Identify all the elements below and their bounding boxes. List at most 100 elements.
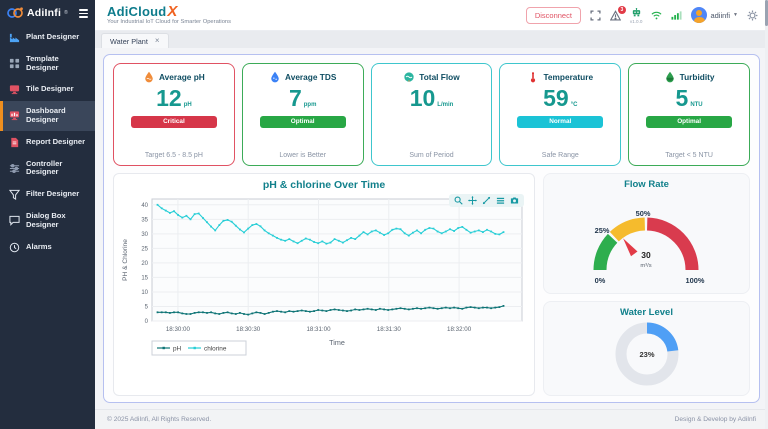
sidebar-item-report-designer[interactable]: Report Designer (0, 131, 95, 154)
line-chart-card: pH & chlorine Over Time 0 5 10 15 20 25 30 35 40… (113, 173, 535, 396)
sidebar-nav: Plant Designer Template Designer Tile Desi… (0, 26, 95, 259)
gauge-title: Flow Rate (624, 179, 669, 190)
username-label: adiinfi (710, 10, 731, 20)
kpi-title: Total Flow (419, 72, 460, 82)
svg-text:20: 20 (141, 261, 148, 267)
wifi-icon[interactable] (651, 10, 662, 21)
signal-strength-icon[interactable] (671, 10, 682, 21)
kpi-unit: L/min (437, 101, 454, 108)
fullscreen-icon[interactable] (590, 9, 601, 21)
charts-row: pH & chlorine Over Time 0 5 10 15 20 25 30 35 40… (113, 173, 750, 396)
svg-text:10: 10 (141, 290, 148, 296)
svg-text:5: 5 (145, 304, 149, 310)
kpi-footer: Lower is Better (279, 152, 327, 159)
kpi-card-turbidity: Turbidity 5 NTU Optimal Target < 5 NTU (628, 63, 750, 166)
sidebar-item-label: Dialog Box Designer (26, 211, 66, 229)
reset-axes-icon[interactable] (496, 196, 505, 205)
line-chart[interactable]: 0 5 10 15 20 25 30 35 40 18:30:00 18:30:30 18:31:00… (118, 191, 530, 372)
water-level-title: Water Level (620, 307, 673, 318)
kpi-title: Average pH (158, 72, 205, 82)
tds-drop-icon (269, 71, 281, 83)
sidebar-item-label: Report Designer (26, 136, 86, 146)
sidebar-item-tile-designer[interactable]: Tile Designer (0, 78, 95, 101)
svg-text:23%: 23% (639, 350, 654, 359)
svg-text:pH: pH (173, 345, 182, 352)
svg-text:PH & Chlorine: PH & Chlorine (122, 239, 129, 281)
svg-text:18:30:30: 18:30:30 (236, 326, 261, 333)
avatar (691, 7, 708, 23)
user-menu[interactable]: adiinfi ▼ (691, 7, 738, 23)
svg-text:40: 40 (141, 203, 148, 209)
sidebar-item-filter-designer[interactable]: Filter Designer (0, 183, 95, 206)
chart-title: pH & chlorine Over Time (262, 179, 386, 191)
svg-text:30: 30 (641, 250, 651, 260)
status-badge: Optimal (646, 115, 732, 128)
camera-icon[interactable] (510, 196, 519, 205)
svg-text:Time: Time (329, 338, 345, 347)
device-status-icon[interactable]: v1.0.0 (630, 7, 642, 24)
svg-text:50%: 50% (635, 209, 650, 218)
kpi-footer: Sum of Period (409, 152, 454, 159)
turbidity-drop-icon (664, 71, 676, 83)
controller-icon (9, 163, 20, 174)
kpi-title: Turbidity (679, 72, 715, 82)
disconnect-button[interactable]: Disconnect (525, 6, 581, 24)
sidebar-item-plant-designer[interactable]: Plant Designer (0, 26, 95, 49)
sidebar-item-template-designer[interactable]: Template Designer (0, 49, 95, 78)
svg-text:18:31:30: 18:31:30 (377, 326, 402, 333)
menu-toggle-icon[interactable] (77, 7, 90, 20)
kpi-title: Average TDS (285, 72, 337, 82)
svg-text:100%: 100% (685, 276, 704, 285)
kpi-card-average-tds: Average TDS 7 ppm Optimal Lower is Better (241, 63, 364, 166)
sidebar-item-label: Tile Designer (26, 84, 74, 94)
chart-modebar (449, 194, 524, 207)
logo-text: AdiInfi (27, 7, 62, 20)
sidebar-item-dialog-box-designer[interactable]: Dialog Box Designer (0, 206, 95, 235)
chevron-down-icon: ▼ (733, 12, 738, 18)
registered-mark: ® (64, 10, 68, 17)
sidebar-item-label: Filter Designer (26, 189, 80, 199)
sidebar-item-dashboard-designer[interactable]: Dashboard Designer (0, 101, 95, 131)
tab-bar: Water Plant × (95, 31, 768, 48)
sidebar-item-label: Template Designer (26, 53, 59, 72)
settings-gear-icon[interactable] (747, 10, 758, 21)
kpi-value: 59 (543, 85, 569, 111)
sidebar-item-controller-designer[interactable]: Controller Designer (0, 154, 95, 183)
kpi-card-temperature: Temperature 59 °C Normal Safe Range (499, 63, 622, 166)
app-footer: © 2025 AdiInfi, All Rights Reserved. Des… (95, 409, 768, 429)
close-tab-icon[interactable]: × (154, 36, 160, 45)
autoscale-icon[interactable] (482, 196, 491, 205)
kpi-unit: °C (570, 101, 578, 108)
tab-water-plant[interactable]: Water Plant × (101, 33, 169, 48)
brand-tagline: Your Industrial IoT Cloud for Smarter Op… (107, 19, 232, 26)
kpi-value: 7 (288, 85, 302, 111)
flow-rate-gauge[interactable]: 0% 25% 50% 100% 30 m³/s (561, 190, 733, 293)
ph-drop-icon (143, 71, 155, 83)
scrollbar[interactable] (765, 0, 768, 429)
pan-icon[interactable] (468, 196, 477, 205)
svg-text:18:31:00: 18:31:00 (306, 326, 331, 333)
dashboard-content: Average pH 12 pH Critical Target 6.5 - 8.5 p… (95, 48, 768, 409)
kpi-value: 12 (156, 85, 182, 111)
brand-name: AdiCloud (107, 4, 167, 20)
flow-meter-icon (403, 71, 415, 83)
sidebar-item-alarms[interactable]: Alarms (0, 236, 95, 259)
header-actions: Disconnect 3 (525, 5, 758, 24)
dialog-icon (9, 215, 20, 227)
svg-text:15: 15 (141, 275, 148, 281)
alarms-icon (9, 242, 20, 253)
zoom-icon[interactable] (454, 196, 463, 205)
status-badge: Critical (131, 115, 217, 128)
water-level-card: Water Level 23% (543, 301, 750, 396)
water-level-donut[interactable]: 23% (611, 318, 683, 395)
svg-text:25%: 25% (594, 226, 609, 235)
kpi-footer: Safe Range (541, 152, 579, 159)
alerts-icon[interactable]: 3 (609, 5, 626, 21)
main-area: AdiCloud X Your Industrial IoT Cloud for… (95, 0, 768, 429)
app-header: AdiCloud X Your Industrial IoT Cloud for… (95, 0, 768, 31)
svg-text:0: 0 (145, 319, 149, 325)
kpi-value: 5 (675, 85, 689, 111)
copyright-text: © 2025 AdiInfi, All Rights Reserved. (107, 416, 212, 423)
template-icon (9, 58, 20, 69)
sidebar-item-label: Controller Designer (26, 158, 63, 177)
